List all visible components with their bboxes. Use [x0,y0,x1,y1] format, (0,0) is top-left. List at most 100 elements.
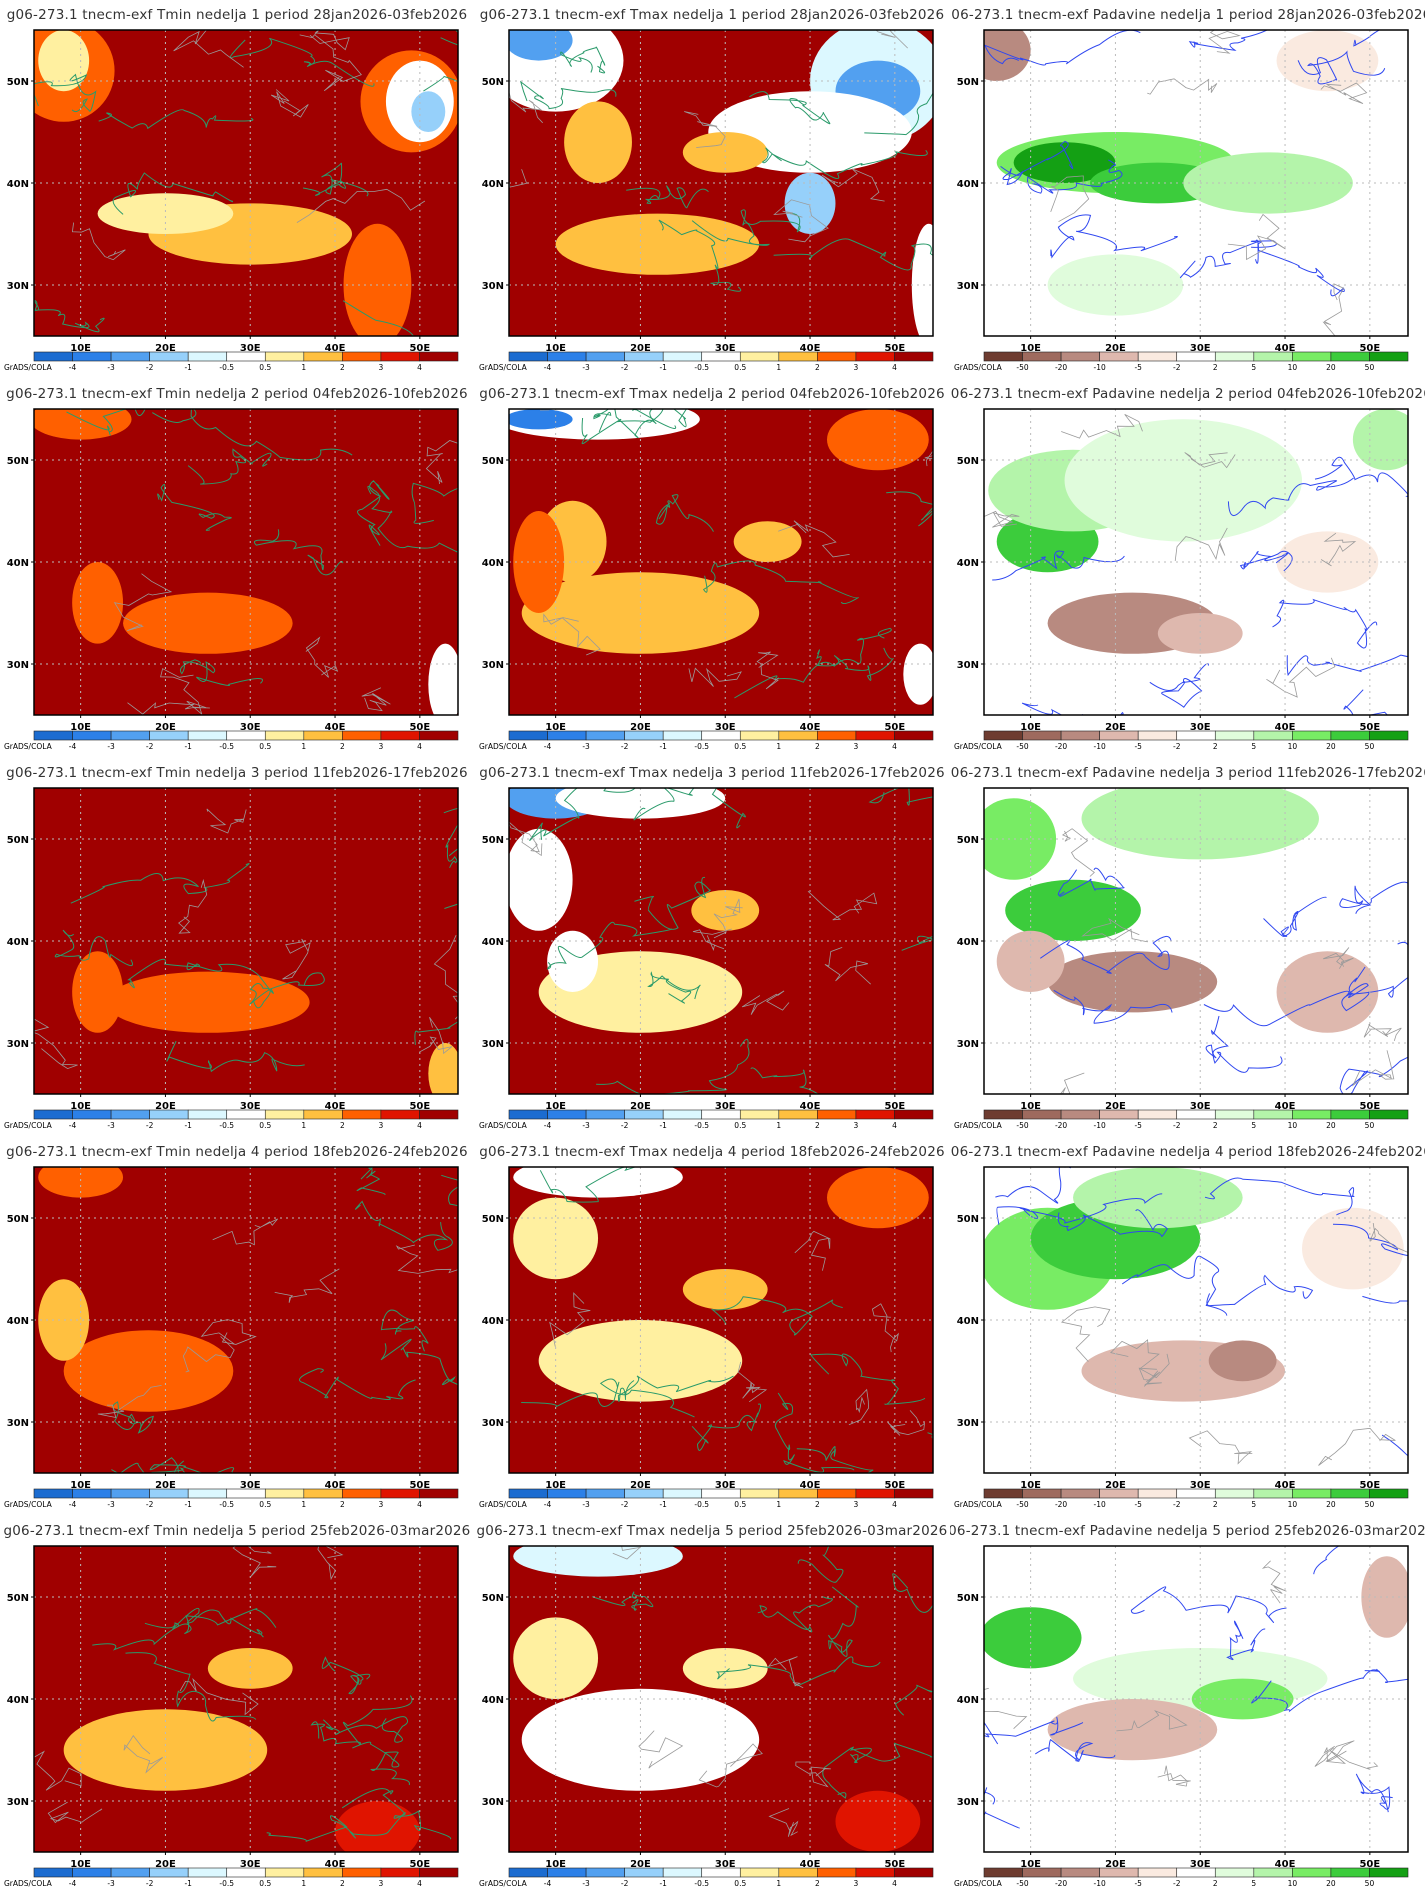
lat-tick-label: 50N [482,1593,504,1604]
lat-tick-label: 40N [957,1316,979,1327]
lon-tick-label: 10E [545,343,566,354]
precipitation-anomaly-map-panel: g06-273.1 tnecm-exf Padavine nedelja 1 p… [950,0,1425,379]
contour-line [144,1607,264,1638]
colorbar-swatch [778,730,818,741]
colorbar-swatch [72,1488,112,1499]
colorbar-swatch [380,730,420,741]
colorbar-label: -50 [1016,1879,1028,1888]
border-line [317,1546,344,1581]
contour-line [357,480,390,546]
contour-line [1021,702,1124,715]
lon-tick-label: 20E [630,1101,651,1112]
grads-credit: GrADS/COLA [4,1879,53,1888]
lat-tick-label: 50N [482,77,504,88]
contour-line [166,1040,305,1073]
contour-line [342,300,415,336]
colorbar-swatch [264,1109,305,1120]
colorbar-swatch [585,730,625,741]
anomaly-region [34,409,132,440]
lon-tick-label: 50E [1359,1101,1380,1112]
border-line [984,510,1020,528]
lat-tick-label: 30N [482,1418,504,1429]
border-line [778,520,850,558]
border-line [361,687,391,712]
map-figure: g06-273.1 tnecm-exf Tmin nedelja 4 perio… [4,1144,468,1509]
lon-tick-label: 50E [1359,343,1380,354]
lat-tick-label: 40N [957,558,979,569]
colorbar-swatch [187,351,228,362]
border-line [314,34,362,92]
grads-credit: GrADS/COLA [4,742,53,751]
border-line [1320,82,1368,104]
contour-line [1040,935,1172,974]
lat-tick-label: 50N [957,835,979,846]
contour-line [626,185,709,209]
anomaly-region [827,409,929,471]
colorbar-label: 0.5 [259,1879,271,1888]
contour-line [992,550,1125,581]
contour-line [864,92,933,136]
contour-line [710,1296,843,1336]
contour-line [632,409,687,428]
grads-credit: GrADS/COLA [954,1879,1003,1888]
colorbar-swatch [342,730,382,741]
lon-tick-label: 10E [545,1480,566,1491]
colorbar-swatch [739,351,780,362]
colorbar-label: -4 [69,1879,77,1888]
contour-line [560,46,606,74]
colorbar-label: 0.5 [734,363,746,372]
map-figure: g06-273.1 tnecm-exf Padavine nedelja 2 p… [950,386,1425,751]
colorbar-swatch [624,1867,664,1878]
contour-line [380,1309,429,1352]
lon-tick-label: 20E [630,1480,651,1491]
colorbar-swatch [1253,351,1293,362]
colorbar-label: -2 [146,363,154,372]
contour-line [894,1684,933,1716]
colorbar-label: 10 [1288,742,1298,751]
colorbar-swatch [894,1867,934,1878]
border-line [887,1410,926,1436]
colorbar-swatch [1253,1488,1293,1499]
colorbar-label: -0.5 [694,1500,709,1509]
colorbar-swatch [701,351,741,362]
colorbar-swatch [303,730,343,741]
colorbar-swatch [419,351,459,362]
colorbar: -4 -3 -2 -1 -0.5 0.5 1 2 3 4 GrADS/COLA [479,1867,934,1888]
lon-tick-label: 10E [1020,1101,1041,1112]
map-title: g06-273.1 tnecm-exf Tmax nedelja 3 perio… [479,765,945,781]
lon-tick-label: 50E [1359,722,1380,733]
colorbar-label: 4 [892,742,897,751]
colorbar-label: -5 [1134,1500,1142,1509]
grads-credit: GrADS/COLA [479,1500,528,1509]
border-line [433,935,458,1020]
colorbar-label: 1 [301,742,306,751]
contour-line [773,238,933,271]
colorbar-label: 3 [854,363,859,372]
border-line [794,1230,831,1271]
anomaly-region [911,223,933,336]
colorbar-label: -50 [1016,1121,1028,1130]
colorbar-swatch [894,351,934,362]
map-title: g06-273.1 tnecm-exf Tmin nedelja 4 perio… [6,1144,468,1160]
colorbar-swatch [585,1109,625,1120]
colorbar-swatch [817,730,857,741]
anomaly-region [733,521,802,562]
border-line [206,808,247,834]
colorbar-label: 2 [815,1500,820,1509]
border-line [425,440,458,485]
colorbar-label: 2 [815,363,820,372]
border-line [1050,175,1090,223]
grads-credit: GrADS/COLA [479,1121,528,1130]
colorbar-label: 1 [301,1121,306,1130]
colorbar-label: 0.5 [734,1121,746,1130]
colorbar-swatch [894,730,934,741]
contour-line [355,1200,453,1251]
colorbar-swatch [1369,351,1409,362]
colorbar-label: 1 [776,1121,781,1130]
colorbar-swatch [701,1109,741,1120]
contour-line [92,1608,277,1651]
map-title: g06-273.1 tnecm-exf Padavine nedelja 4 p… [950,1144,1425,1160]
colorbar-label: -1 [184,1879,192,1888]
anomaly-region [691,890,760,931]
colorbar-label: 2 [815,742,820,751]
